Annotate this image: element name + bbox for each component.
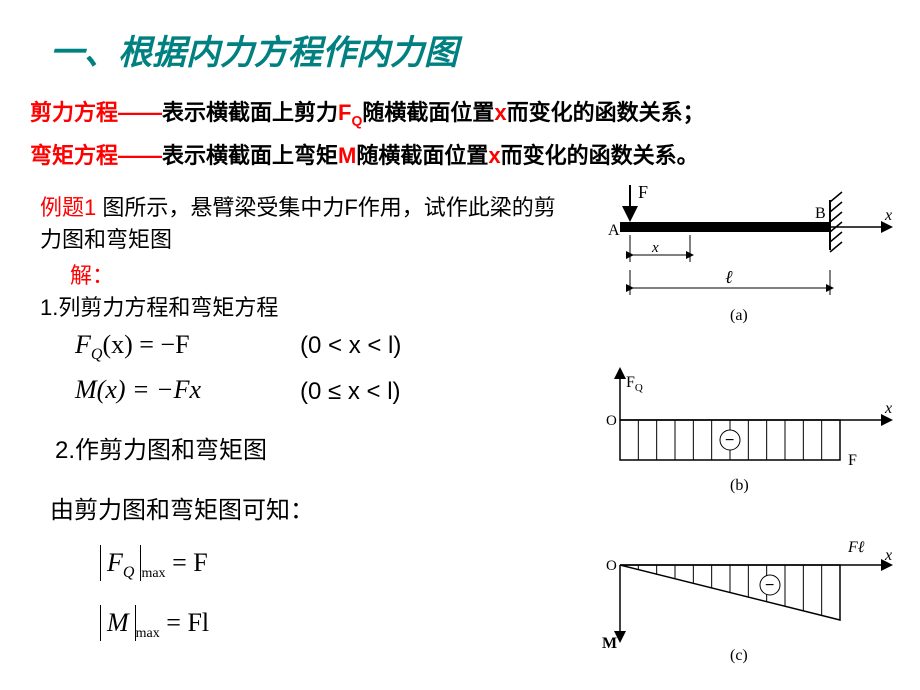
label-fl: Fℓ: [847, 539, 865, 556]
label-x-b: x: [884, 400, 892, 417]
moment-diagram-c: x O M − Fℓ (c): [590, 530, 900, 675]
def2-text-c: 而变化的函数关系。: [501, 143, 699, 168]
minus-b: −: [725, 432, 734, 449]
caption-b: (b): [730, 477, 749, 494]
caption-a: (a): [730, 307, 748, 324]
def1-x: x: [494, 100, 506, 125]
max-shear: FQmax = F: [100, 545, 208, 582]
def1-label: 剪力方程——: [30, 100, 162, 125]
def1-fq: FQ: [338, 100, 362, 125]
def1-text-b: 随横截面位置: [362, 100, 494, 125]
label-F-b: F: [848, 452, 857, 469]
range-2: (0 ≤ x < l): [300, 378, 401, 406]
example-problem: 例题1 图所示，悬臂梁受集中力F作用，试作此梁的剪力图和弯矩图: [40, 190, 570, 254]
shear-diagram-b: FQ x O − F (b): [590, 365, 900, 515]
def2-label: 弯矩方程——: [30, 143, 162, 168]
conclusion: 由剪力图和弯矩图可知：: [50, 490, 314, 525]
label-x-a: x: [884, 207, 892, 224]
moment-equation: M(x) = −Fx: [75, 375, 201, 405]
caption-c: (c): [730, 647, 748, 664]
shear-definition: 剪力方程——表示横截面上剪力FQ随横截面位置x而变化的函数关系；: [30, 95, 705, 128]
label-x-c: x: [884, 547, 892, 564]
step-2: 2.作剪力图和弯矩图: [55, 430, 267, 465]
def2-m: M: [338, 143, 356, 168]
def2-text-b: 随横截面位置: [356, 143, 488, 168]
example-label: 例题1: [40, 195, 102, 220]
range-1: (0 < x < l): [300, 332, 401, 360]
def2-x: x: [488, 143, 500, 168]
label-l: ℓ: [725, 267, 733, 287]
moment-definition: 弯矩方程——表示横截面上弯矩M随横截面位置x而变化的函数关系。: [30, 138, 699, 170]
label-fq: FQ: [626, 374, 643, 394]
solution-label: 解：: [70, 258, 114, 290]
section-title: 一、根据内力方程作内力图: [50, 25, 458, 74]
label-A: A: [608, 222, 620, 239]
example-text: 图所示，悬臂梁受集中力F作用，试作此梁的剪力图和弯矩图: [40, 195, 556, 252]
label-O-c: O: [606, 558, 617, 574]
def2-text-a: 表示横截面上弯矩: [162, 143, 338, 168]
minus-c: −: [765, 577, 774, 594]
beam-diagram-a: F A B x x ℓ (a): [590, 180, 900, 340]
label-B: B: [815, 205, 826, 222]
max-moment: Mmax = Fl: [100, 605, 209, 642]
label-O-b: O: [606, 413, 617, 429]
shear-equation: FQ(x) = −F: [75, 330, 190, 364]
step-1: 1.列剪力方程和弯矩方程: [40, 290, 278, 322]
def1-text-c: 而变化的函数关系；: [507, 100, 705, 125]
label-x-dim: x: [651, 240, 659, 256]
label-F: F: [638, 182, 648, 202]
label-M-c: M: [602, 635, 617, 652]
def1-text-a: 表示横截面上剪力: [162, 100, 338, 125]
